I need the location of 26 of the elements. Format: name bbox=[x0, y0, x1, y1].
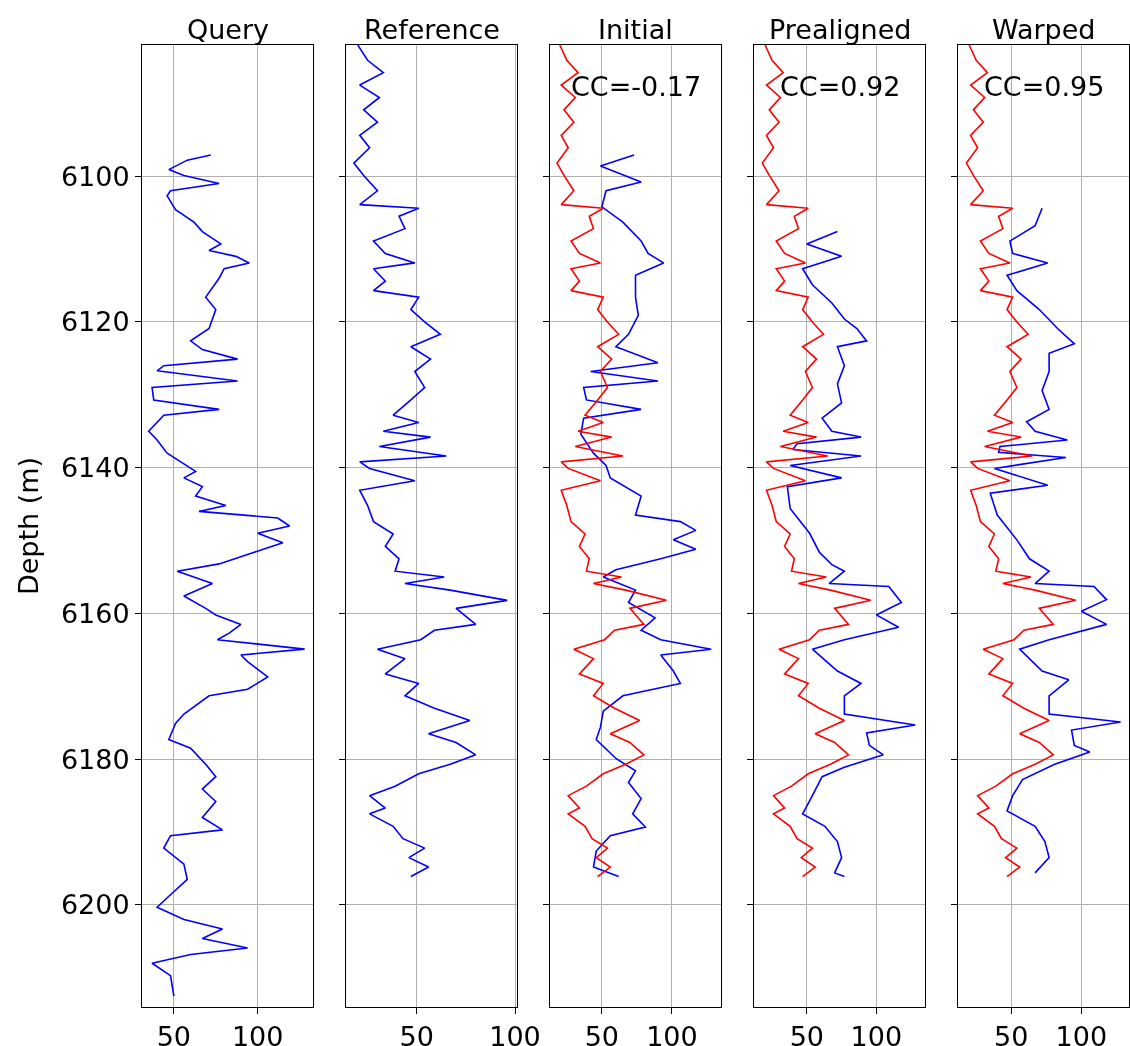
annotation: CC=0.95 bbox=[984, 71, 1105, 102]
x-tick-label: 100 bbox=[231, 1021, 284, 1046]
x-tick-label: 100 bbox=[646, 1021, 698, 1046]
x-tick-label: 50 bbox=[156, 1021, 192, 1046]
x-tick-label: 50 bbox=[399, 1021, 434, 1046]
chart-title: Warped bbox=[992, 14, 1096, 45]
y-tick-label: 6140 bbox=[60, 452, 130, 484]
chart-title: Initial bbox=[598, 14, 673, 45]
annotation: CC=0.92 bbox=[780, 71, 901, 102]
chart-title: Query bbox=[187, 14, 270, 45]
annotation: CC=-0.17 bbox=[571, 71, 702, 102]
y-axis-title: Depth (m) bbox=[12, 456, 44, 596]
x-tick-label: 50 bbox=[584, 1021, 620, 1046]
x-tick-label: 50 bbox=[789, 1021, 825, 1046]
x-tick-label: 100 bbox=[489, 1021, 541, 1046]
x-tick-label: 50 bbox=[994, 1021, 1029, 1046]
y-tick-label: 6160 bbox=[60, 597, 130, 629]
line-series bbox=[147, 154, 306, 997]
y-tick-label: 6120 bbox=[60, 306, 130, 338]
chart-title: Prealigned bbox=[769, 14, 912, 45]
y-tick-label: 6200 bbox=[60, 889, 130, 921]
x-tick-label: 100 bbox=[1055, 1021, 1108, 1046]
chart-title: Reference bbox=[364, 14, 500, 45]
x-tick-label: 100 bbox=[850, 1021, 903, 1046]
y-tick-label: 6180 bbox=[60, 743, 130, 775]
y-tick-label: 6100 bbox=[60, 160, 130, 192]
